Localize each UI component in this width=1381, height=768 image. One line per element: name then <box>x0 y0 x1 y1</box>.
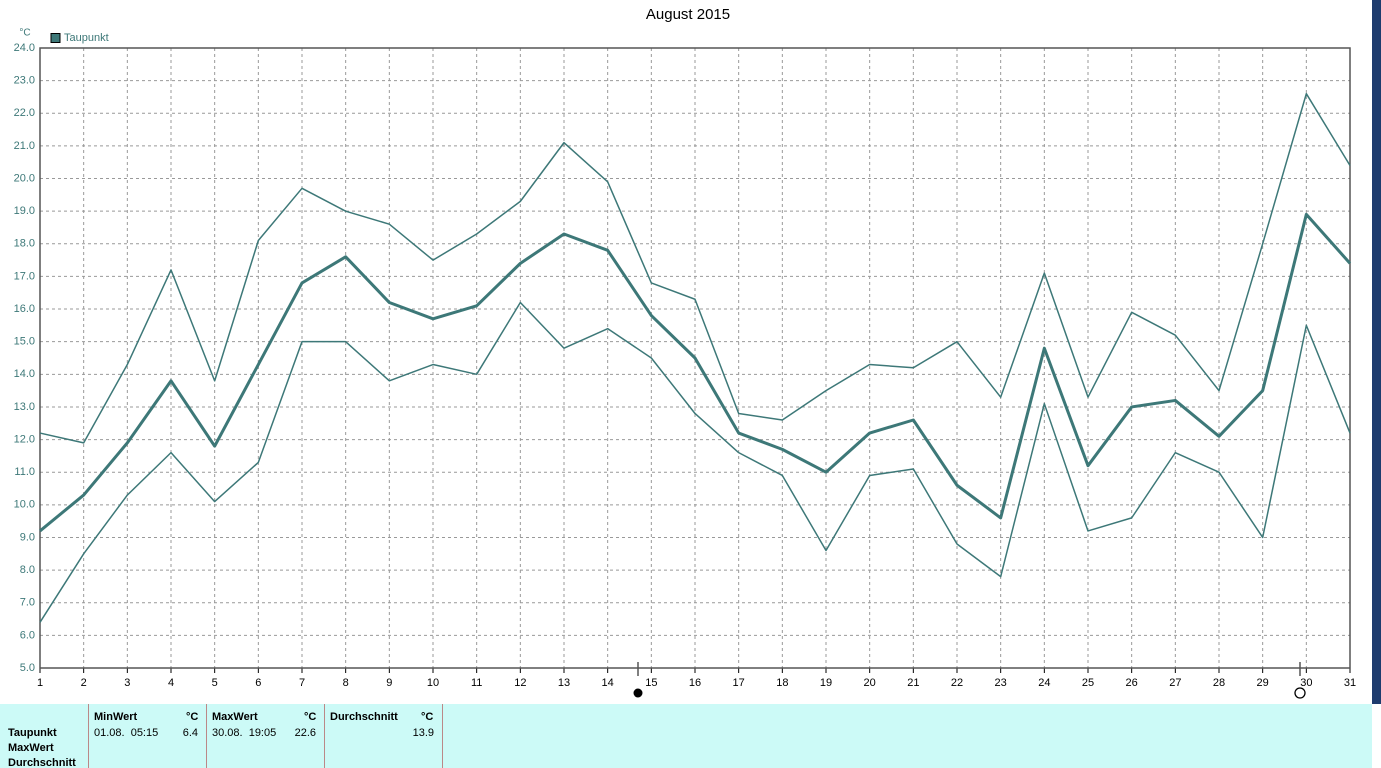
x-tick-label: 2 <box>81 677 87 689</box>
new-moon-icon <box>633 688 643 698</box>
x-tick-label: 28 <box>1213 677 1225 689</box>
y-tick-label: 10.0 <box>14 499 35 511</box>
row-label: Taupunkt <box>8 727 57 739</box>
chart: August 2015 °C 5.06.07.08.09.010.011.012… <box>14 0 1381 704</box>
y-tick-label: 17.0 <box>14 270 35 282</box>
x-tick-label: 31 <box>1344 677 1356 689</box>
x-tick-label: 9 <box>386 677 392 689</box>
x-tick-label: 5 <box>212 677 218 689</box>
x-tick-label: 1 <box>37 677 43 689</box>
x-tick-label: 20 <box>864 677 876 689</box>
x-tick-label: 23 <box>995 677 1007 689</box>
col-unit: °C <box>421 711 434 723</box>
y-tick-label: 7.0 <box>20 597 35 609</box>
y-tick-label: 19.0 <box>14 205 35 217</box>
plot-frame <box>39 47 1351 669</box>
x-tick-label: 10 <box>427 677 439 689</box>
y-tick-label: 15.0 <box>14 336 35 348</box>
date: 01.08. 05:15 <box>94 727 159 739</box>
x-tick-label: 24 <box>1038 677 1050 689</box>
y-tick-label: 18.0 <box>14 238 35 250</box>
x-tick-label: 13 <box>558 677 570 689</box>
y-tick-label: 13.0 <box>14 401 35 413</box>
summary-table: Taupunkt MaxWert Durchschnitt MinWert °C… <box>0 704 1372 768</box>
col-unit: °C <box>304 711 317 723</box>
col-unit: °C <box>186 711 199 723</box>
y-tick-label: 5.0 <box>20 662 35 674</box>
x-tick-label: 25 <box>1082 677 1094 689</box>
x-tick-label: 12 <box>514 677 526 689</box>
window-edge <box>1372 0 1381 704</box>
series-line <box>39 212 1352 533</box>
x-tick-label: 22 <box>951 677 963 689</box>
y-tick-label: 11.0 <box>14 466 35 478</box>
date: 30.08. 19:05 <box>212 727 277 739</box>
y-tick-label: 12.0 <box>14 433 35 445</box>
full-moon-icon <box>1294 687 1306 699</box>
y-tick-label: 16.0 <box>14 303 35 315</box>
x-tick-label: 26 <box>1126 677 1138 689</box>
x-tick-label: 16 <box>689 677 701 689</box>
row-label: Durchschnitt <box>8 757 76 768</box>
x-tick-label: 6 <box>255 677 261 689</box>
y-tick-label: 23.0 <box>14 75 35 87</box>
y-tick-label: 14.0 <box>14 368 35 380</box>
y-tick-label: 9.0 <box>20 531 35 543</box>
legend-label: Taupunkt <box>64 32 109 44</box>
y-tick-label: 6.0 <box>20 629 35 641</box>
x-tick-label: 19 <box>820 677 832 689</box>
x-tick-label: 3 <box>124 677 130 689</box>
chart-title: August 2015 <box>646 6 730 23</box>
y-unit: °C <box>19 28 30 39</box>
x-tick-label: 18 <box>776 677 788 689</box>
x-tick-label: 27 <box>1169 677 1181 689</box>
series-line <box>39 301 1351 623</box>
value: 13.9 <box>412 727 434 739</box>
x-tick-label: 7 <box>299 677 305 689</box>
col-header: Durchschnitt <box>330 711 398 723</box>
series-line <box>39 92 1351 444</box>
y-tick-label: 24.0 <box>14 42 35 54</box>
x-tick-label: 21 <box>907 677 919 689</box>
x-tick-label: 4 <box>168 677 174 689</box>
col-header: MinWert <box>94 711 138 723</box>
x-tick-label: 15 <box>645 677 657 689</box>
y-tick-label: 22.0 <box>14 107 35 119</box>
col-header: MaxWert <box>212 711 258 723</box>
legend-swatch <box>50 33 61 43</box>
y-tick-label: 8.0 <box>20 564 35 576</box>
value: 6.4 <box>182 727 198 739</box>
y-tick-label: 21.0 <box>14 140 35 152</box>
x-tick-label: 17 <box>733 677 745 689</box>
x-tick-label: 30 <box>1300 677 1312 689</box>
row-label: MaxWert <box>8 742 54 754</box>
x-tick-label: 11 <box>471 677 482 689</box>
x-tick-label: 14 <box>602 677 614 689</box>
x-tick-label: 8 <box>343 677 349 689</box>
y-tick-label: 20.0 <box>14 172 35 184</box>
value: 22.6 <box>294 727 316 739</box>
x-tick-label: 29 <box>1257 677 1269 689</box>
